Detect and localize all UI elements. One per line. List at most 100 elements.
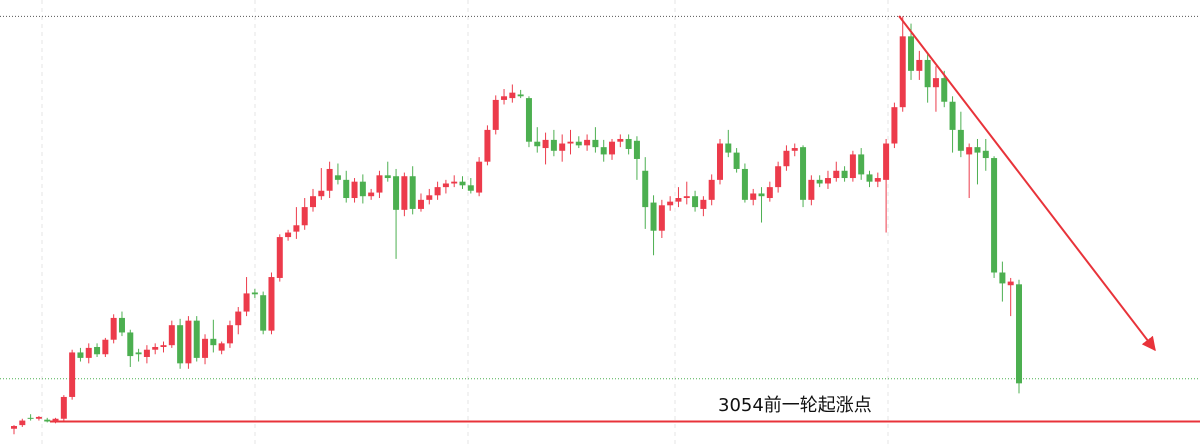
candle-body (260, 295, 267, 331)
vertical-grid (41, 0, 889, 446)
candle-body (318, 190, 325, 197)
candle-body (326, 168, 333, 191)
candle-body (650, 202, 657, 231)
candle-body (592, 139, 599, 148)
candle-body (800, 147, 807, 200)
candle-body (924, 59, 931, 88)
candle-body (567, 141, 574, 144)
candle-body (559, 143, 566, 151)
candle-body (833, 170, 840, 179)
candle-body (501, 96, 508, 100)
candle-body (675, 198, 682, 202)
candle-body (152, 346, 159, 350)
annotation: 3054前一轮起涨点 (718, 395, 872, 416)
candle-body (957, 129, 964, 151)
candle-body (94, 346, 101, 355)
candle-body (334, 175, 341, 180)
candle-body (243, 293, 250, 312)
candle-body (899, 36, 906, 108)
candle-body (27, 417, 34, 419)
candle-body (310, 196, 317, 208)
candle-body (575, 141, 582, 146)
candle-body (1007, 281, 1014, 286)
candle-body (160, 345, 167, 347)
candle-body (584, 139, 591, 146)
candle-body (716, 143, 723, 180)
candle-body (426, 195, 433, 200)
candle-body (19, 420, 26, 426)
candle-body (692, 196, 699, 208)
candle-body (467, 185, 474, 191)
candle-body (235, 311, 242, 326)
candle-body (617, 138, 624, 142)
candle-body (633, 140, 640, 159)
candle-body (642, 170, 649, 208)
candle-body (866, 174, 873, 182)
candle-body (451, 181, 458, 184)
candle-body (816, 179, 823, 184)
candle-body (343, 179, 350, 199)
candle-body (401, 176, 408, 210)
candle-body (708, 179, 715, 200)
candle-body (725, 143, 732, 153)
candle-body (775, 166, 782, 188)
candle-body (999, 272, 1006, 284)
candle-body (52, 418, 59, 422)
candle-body (982, 150, 989, 159)
candle-body (849, 154, 856, 179)
candle-body (359, 181, 366, 197)
candle-body (700, 199, 707, 209)
candle-body (824, 178, 831, 184)
candle-body (891, 107, 898, 144)
candle-body (525, 98, 532, 142)
candle-body (442, 183, 449, 188)
candle-body (550, 139, 557, 151)
candle-body (883, 143, 890, 180)
candle-body (276, 237, 283, 278)
candle-body (625, 138, 632, 149)
candle-body (409, 176, 416, 209)
candle-body (202, 338, 209, 358)
candle-body (69, 352, 76, 397)
candle-body (534, 141, 541, 147)
candle-body (509, 92, 516, 99)
candle-body (783, 150, 790, 167)
candle-body (251, 292, 258, 295)
candle-body (210, 338, 217, 346)
candle-body (376, 175, 383, 193)
candle-body (135, 352, 142, 355)
candle-body (766, 187, 773, 199)
candle-body (492, 99, 499, 130)
levels (0, 15, 1200, 423)
candle-body (127, 332, 134, 357)
candle-body (741, 168, 748, 200)
candle-body (791, 148, 798, 151)
candle-body (600, 147, 607, 155)
candle-body (966, 147, 973, 155)
candle-body (908, 36, 915, 71)
candle-body (293, 225, 300, 232)
candle-body (476, 161, 483, 193)
candle-body (434, 187, 441, 196)
candle-body (268, 277, 275, 331)
candles (11, 16, 1022, 435)
candle-body (185, 320, 192, 364)
candle-body (1016, 284, 1022, 384)
candle-body (858, 154, 865, 175)
candle-body (484, 129, 491, 162)
candle-body (218, 343, 225, 351)
candle-body (168, 325, 175, 346)
candle-body (658, 205, 665, 231)
candle-body (285, 232, 292, 238)
candle-body (301, 207, 308, 226)
candle-body (118, 317, 125, 333)
candle-body (85, 347, 92, 358)
candle-body (932, 78, 939, 88)
candle-body (667, 201, 674, 206)
candle-body (609, 141, 616, 155)
candle-body (193, 320, 200, 358)
candle-body (874, 178, 881, 182)
candle-body (916, 59, 923, 71)
candle-body (542, 139, 549, 149)
candle-body (143, 349, 150, 357)
